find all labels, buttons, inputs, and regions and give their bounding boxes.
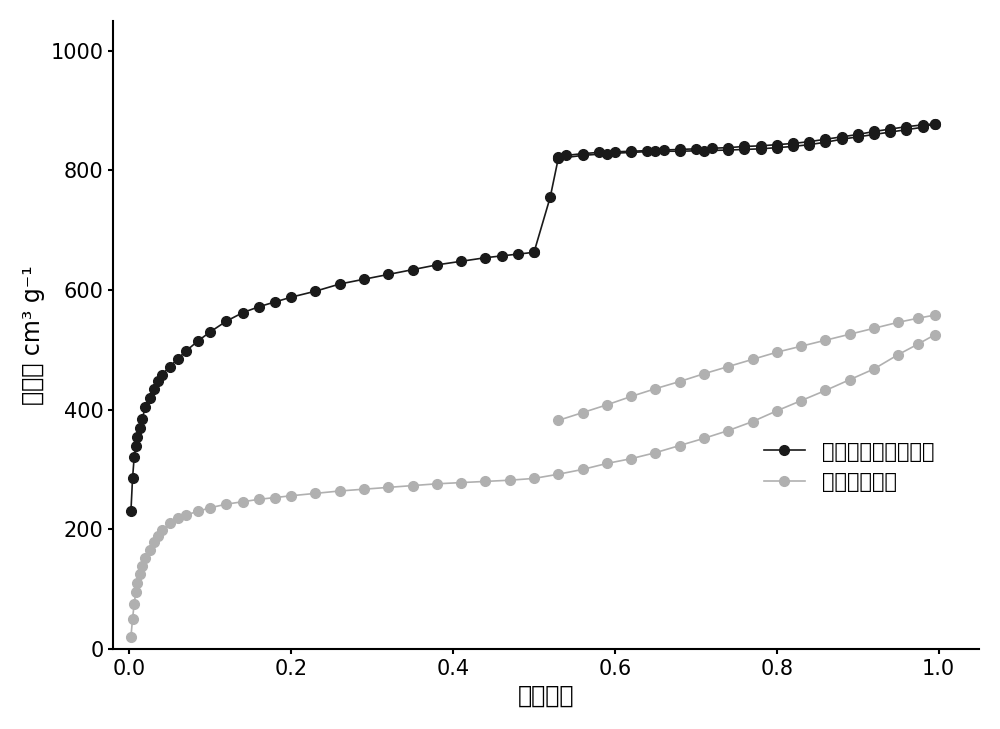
氮掺杂三维多级孔碳: [929, 120, 941, 128]
碳材料前驱体: [771, 407, 783, 416]
碳材料前驱体: [220, 500, 232, 509]
碳材料前驱体: [309, 489, 321, 498]
碳材料前驱体: [125, 633, 137, 642]
碳材料前驱体: [136, 562, 148, 571]
Legend: 氮掺杂三维多级孔碳, 碳材料前驱体: 氮掺杂三维多级孔碳, 碳材料前驱体: [755, 433, 943, 500]
氮掺杂三维多级孔碳: [868, 130, 880, 139]
氮掺杂三维多级孔碳: [738, 145, 750, 154]
氮掺杂三维多级孔碳: [601, 149, 613, 158]
氮掺杂三维多级孔碳: [649, 147, 661, 155]
氮掺杂三维多级孔碳: [852, 133, 864, 141]
碳材料前驱体: [929, 330, 941, 339]
碳材料前驱体: [204, 503, 216, 512]
碳材料前驱体: [144, 546, 156, 555]
碳材料前驱体: [131, 579, 143, 588]
碳材料前驱体: [253, 495, 265, 504]
碳材料前驱体: [912, 340, 924, 348]
碳材料前驱体: [382, 483, 394, 492]
碳材料前驱体: [819, 386, 831, 395]
碳材料前驱体: [577, 465, 589, 474]
碳材料前驱体: [148, 538, 160, 547]
氮掺杂三维多级孔碳: [722, 146, 734, 155]
氮掺杂三维多级孔碳: [884, 128, 896, 136]
碳材料前驱体: [128, 600, 140, 609]
氮掺杂三维多级孔碳: [917, 123, 929, 132]
碳材料前驱体: [164, 519, 176, 528]
碳材料前驱体: [358, 485, 370, 494]
碳材料前驱体: [180, 510, 192, 519]
氮掺杂三维多级孔碳: [900, 125, 912, 134]
Line: 氮掺杂三维多级孔碳: 氮掺杂三维多级孔碳: [553, 119, 940, 163]
碳材料前驱体: [269, 494, 281, 502]
碳材料前驱体: [601, 459, 613, 468]
碳材料前驱体: [698, 434, 710, 443]
碳材料前驱体: [504, 476, 516, 485]
碳材料前驱体: [528, 474, 540, 483]
氮掺杂三维多级孔碳: [625, 148, 637, 157]
碳材料前驱体: [795, 397, 807, 405]
氮掺杂三维多级孔碳: [698, 147, 710, 155]
氮掺杂三维多级孔碳: [787, 142, 799, 151]
碳材料前驱体: [722, 426, 734, 435]
碳材料前驱体: [192, 507, 204, 515]
氮掺杂三维多级孔碳: [771, 144, 783, 152]
氮掺杂三维多级孔碳: [552, 154, 564, 163]
氮掺杂三维多级孔碳: [577, 151, 589, 160]
碳材料前驱体: [139, 553, 151, 562]
碳材料前驱体: [285, 491, 297, 500]
碳材料前驱体: [844, 375, 856, 384]
Line: 碳材料前驱体: 碳材料前驱体: [126, 330, 940, 642]
碳材料前驱体: [127, 615, 139, 623]
氮掺杂三维多级孔碳: [803, 140, 815, 149]
碳材料前驱体: [479, 477, 491, 486]
碳材料前驱体: [156, 526, 168, 535]
碳材料前驱体: [649, 448, 661, 457]
碳材料前驱体: [552, 470, 564, 479]
碳材料前驱体: [674, 441, 686, 450]
碳材料前驱体: [868, 364, 880, 373]
氮掺杂三维多级孔碳: [674, 147, 686, 155]
碳材料前驱体: [455, 478, 467, 487]
碳材料前驱体: [237, 497, 249, 506]
碳材料前驱体: [152, 532, 164, 541]
碳材料前驱体: [334, 486, 346, 495]
X-axis label: 相对压力: 相对压力: [518, 685, 574, 708]
碳材料前驱体: [431, 480, 443, 488]
氮掺杂三维多级孔碳: [836, 135, 848, 144]
碳材料前驱体: [134, 570, 146, 579]
碳材料前驱体: [625, 454, 637, 463]
碳材料前驱体: [407, 481, 419, 490]
碳材料前驱体: [172, 514, 184, 523]
Y-axis label: 吸附量 cm³ g⁻¹: 吸附量 cm³ g⁻¹: [21, 265, 45, 405]
碳材料前驱体: [892, 350, 904, 359]
碳材料前驱体: [747, 417, 759, 426]
氮掺杂三维多级孔碳: [819, 138, 831, 147]
氮掺杂三维多级孔碳: [755, 144, 767, 153]
碳材料前驱体: [130, 588, 142, 596]
